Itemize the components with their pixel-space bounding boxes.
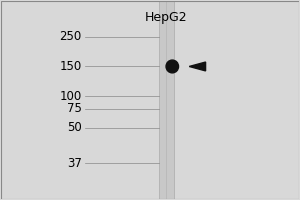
Text: 150: 150	[59, 60, 82, 73]
Text: HepG2: HepG2	[145, 11, 188, 24]
Ellipse shape	[166, 60, 178, 73]
FancyBboxPatch shape	[159, 1, 174, 199]
Text: 50: 50	[67, 121, 82, 134]
Text: 75: 75	[67, 102, 82, 115]
Polygon shape	[189, 62, 206, 71]
Text: 250: 250	[59, 30, 82, 43]
Text: 100: 100	[59, 90, 82, 103]
Text: 37: 37	[67, 157, 82, 170]
